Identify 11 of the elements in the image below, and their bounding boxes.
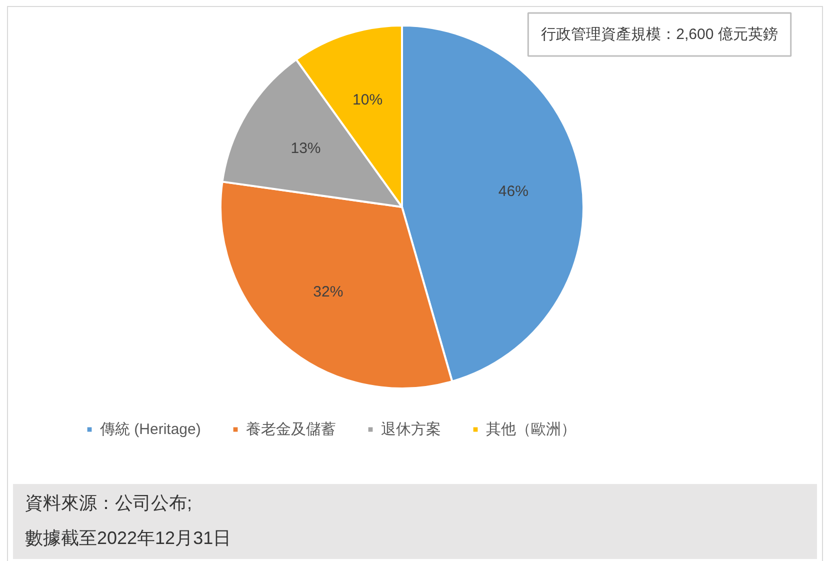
legend-label: 傳統 (Heritage) xyxy=(100,420,201,439)
source-note: 資料來源：公司公布; xyxy=(25,493,192,513)
legend-label: 其他（歐洲） xyxy=(486,420,576,439)
legend-label: 養老金及儲蓄 xyxy=(246,420,336,439)
legend-label: 退休方案 xyxy=(380,420,441,439)
data-label: 32% xyxy=(313,283,344,300)
data-label: 46% xyxy=(498,182,528,200)
text: 數據截至2022年12月31日 xyxy=(25,528,232,548)
text: 行政管理資產規模：2,600 億元英鎊 xyxy=(541,26,778,43)
data-label: 13% xyxy=(290,140,321,158)
data-label: 10% xyxy=(352,91,383,108)
